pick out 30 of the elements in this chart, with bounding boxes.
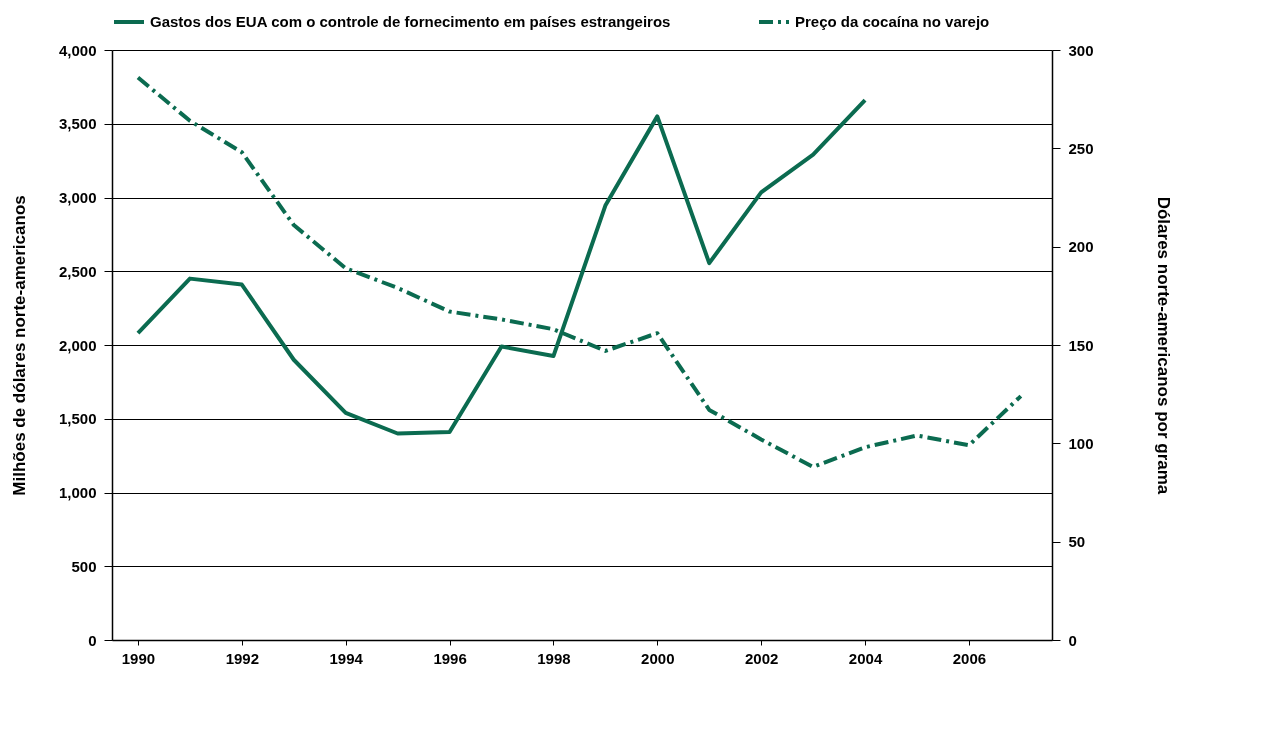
x-tick-label: 2002 bbox=[744, 649, 779, 667]
y2-tick-label: 300 bbox=[1068, 41, 1094, 59]
y-tick-label: 1,500 bbox=[58, 410, 97, 428]
line-series bbox=[135, 75, 1023, 469]
y-tick-label: 3,000 bbox=[58, 189, 97, 206]
y-axis-title: Milhões de dólares norte-americanos bbox=[9, 195, 29, 496]
x-tick-label: 2000 bbox=[641, 649, 675, 667]
y2-axis-title: Dólares norte-americanos por grama bbox=[1153, 196, 1173, 495]
x-tick-label: 2004 bbox=[848, 649, 883, 667]
x-tick-label: 1994 bbox=[329, 649, 364, 667]
y-tick-label: 2,500 bbox=[58, 262, 97, 280]
x-tick-label: 1998 bbox=[537, 649, 571, 667]
x-tick-label: 1992 bbox=[225, 649, 260, 667]
legend-label: Preço da cocaína no varejo bbox=[795, 13, 990, 30]
y-tick-label: 0 bbox=[88, 631, 97, 649]
y2-tick-label: 250 bbox=[1068, 139, 1094, 157]
y2-tick-label: 0 bbox=[1068, 631, 1077, 649]
y-tick-label: 2,000 bbox=[58, 336, 97, 354]
x-tick-label: 1996 bbox=[433, 649, 467, 667]
y-tick-label: 1,000 bbox=[58, 484, 97, 501]
y-tick-label: 500 bbox=[71, 557, 97, 575]
legend-label: Gastos dos EUA com o controle de fornecimento em países estrangeiros bbox=[150, 13, 671, 30]
y-tick-label: 3,500 bbox=[58, 115, 97, 133]
y-tick-label: 4,000 bbox=[58, 41, 97, 59]
x-tick-label: 2006 bbox=[952, 649, 987, 667]
y2-tick-label: 150 bbox=[1068, 336, 1094, 354]
y2-tick-label: 200 bbox=[1068, 238, 1094, 256]
x-tick-label: 1990 bbox=[121, 649, 156, 667]
y2-tick-label: 100 bbox=[1068, 434, 1094, 452]
y2-tick-label: 50 bbox=[1068, 533, 1086, 551]
